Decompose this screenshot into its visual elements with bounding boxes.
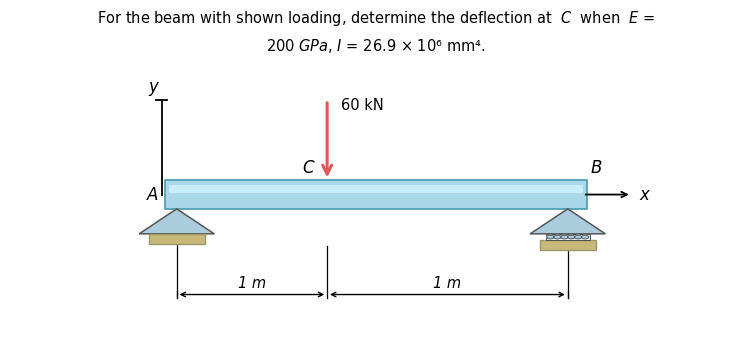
Text: B: B — [590, 159, 602, 177]
Text: 200 $GPa$, $I$ = 26.9 × 10⁶ mm⁴.: 200 $GPa$, $I$ = 26.9 × 10⁶ mm⁴. — [266, 37, 486, 55]
Bar — [148, 234, 205, 244]
Circle shape — [575, 235, 582, 239]
Bar — [165, 180, 587, 209]
Text: 1 m: 1 m — [238, 276, 266, 291]
Text: 60 kN: 60 kN — [341, 98, 384, 113]
Circle shape — [581, 235, 589, 239]
Text: C: C — [302, 159, 314, 177]
Text: y: y — [148, 79, 158, 96]
Bar — [540, 240, 596, 250]
Polygon shape — [139, 209, 214, 234]
Circle shape — [553, 235, 561, 239]
Circle shape — [547, 235, 554, 239]
Text: 1 m: 1 m — [433, 276, 462, 291]
Circle shape — [560, 235, 568, 239]
Circle shape — [568, 235, 575, 239]
Text: x: x — [639, 186, 649, 203]
Polygon shape — [530, 209, 605, 234]
Text: For the beam with shown loading, determine the deflection at  $C$  when  $E$ =: For the beam with shown loading, determi… — [97, 9, 655, 28]
Bar — [546, 234, 590, 240]
Text: A: A — [147, 186, 158, 203]
Bar — [169, 185, 583, 193]
